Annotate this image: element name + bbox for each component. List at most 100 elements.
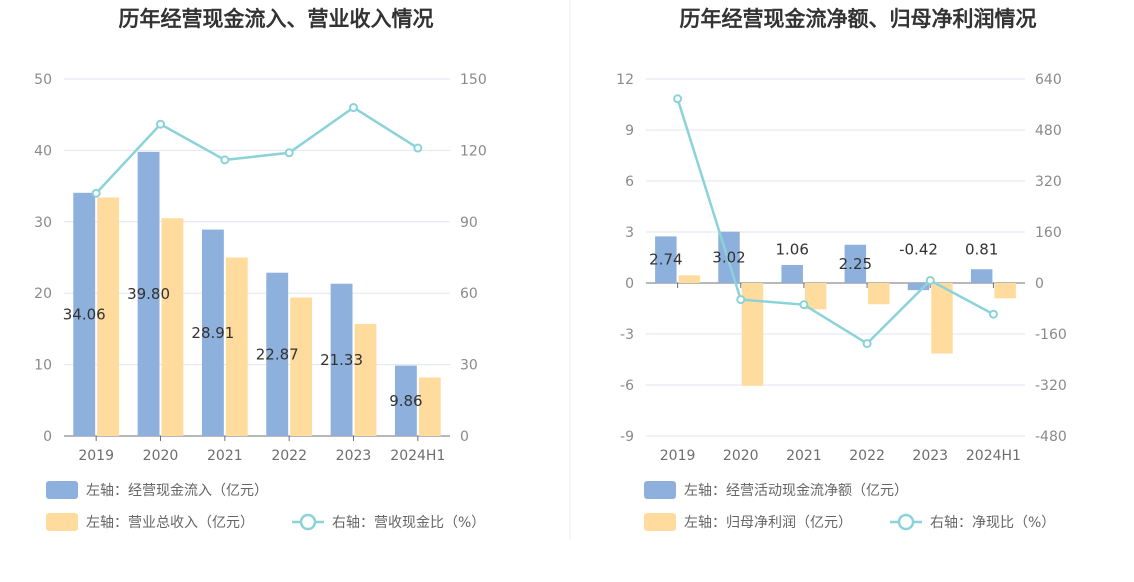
left-tick-label: -6 bbox=[620, 378, 634, 394]
bar-series2 bbox=[161, 218, 184, 436]
bar-series2 bbox=[804, 283, 827, 310]
bar-series2 bbox=[418, 377, 441, 436]
line-point bbox=[284, 148, 294, 158]
line-point bbox=[988, 309, 998, 319]
right-tick-label: 320 bbox=[1035, 174, 1062, 190]
left-tick-label: 10 bbox=[34, 358, 52, 374]
chart-title: 历年经营现金流入、营业收入情况 bbox=[119, 7, 434, 31]
x-tick-label: 2022 bbox=[849, 448, 885, 464]
left-tick-label: -3 bbox=[620, 327, 634, 343]
x-tick-label: 2023 bbox=[912, 448, 948, 464]
left-tick-label: 30 bbox=[34, 215, 52, 231]
line-point bbox=[736, 295, 746, 305]
right-tick-label: 0 bbox=[460, 429, 469, 445]
bar-series1 bbox=[394, 365, 417, 436]
left-tick-label: 20 bbox=[34, 286, 52, 302]
chart-panel-2: 历年经营现金流净额、归母净利润情况 -9 -6 -3 0 3 6 9 12 -480 -320 -16… bbox=[616, 7, 1067, 531]
line-point bbox=[862, 339, 872, 349]
bar-series2 bbox=[868, 283, 890, 305]
data-label: 0.81 bbox=[965, 241, 998, 259]
left-tick-label: 9 bbox=[625, 123, 634, 139]
right-tick-label: 640 bbox=[1035, 72, 1062, 88]
left-tick-label: 6 bbox=[625, 174, 634, 190]
bar-series1 bbox=[970, 269, 993, 283]
legend-swatch bbox=[644, 513, 676, 531]
left-tick-label: -9 bbox=[620, 429, 634, 445]
right-tick-label: 0 bbox=[1035, 276, 1044, 292]
x-tick-label: 2021 bbox=[786, 448, 822, 464]
bar-series2 bbox=[994, 283, 1016, 299]
right-tick-label: 150 bbox=[460, 72, 487, 88]
x-tick-label: 2024H1 bbox=[390, 448, 445, 464]
line-point bbox=[91, 188, 101, 198]
data-label: 39.80 bbox=[127, 285, 170, 303]
data-label: 2.74 bbox=[649, 251, 682, 269]
data-label: 22.87 bbox=[256, 345, 299, 363]
right-tick-label: 160 bbox=[1035, 225, 1062, 241]
x-tick-label: 2022 bbox=[271, 448, 307, 464]
legend-label: 左轴：经营活动现金流净额（亿元） bbox=[684, 483, 908, 499]
line-point bbox=[413, 143, 423, 153]
series-line bbox=[95, 106, 419, 195]
bar-series1 bbox=[137, 151, 160, 436]
left-tick-label: 50 bbox=[34, 72, 52, 88]
bar-series2 bbox=[678, 275, 701, 283]
bar-series1 bbox=[781, 264, 803, 283]
x-tick-label: 2023 bbox=[336, 448, 372, 464]
legend-swatch bbox=[46, 513, 78, 531]
bar-series2 bbox=[225, 257, 248, 436]
bar-series2 bbox=[290, 297, 313, 436]
bar-series1 bbox=[655, 236, 677, 283]
bar-series1 bbox=[907, 283, 930, 291]
bar-series1 bbox=[330, 283, 353, 436]
bar-series2 bbox=[741, 283, 764, 386]
line-point bbox=[799, 300, 809, 310]
bar-series1 bbox=[844, 244, 867, 283]
chart-title: 历年经营现金流净额、归母净利润情况 bbox=[680, 7, 1037, 31]
x-tick-label: 2020 bbox=[723, 448, 759, 464]
legend-swatch bbox=[644, 481, 676, 499]
line-point bbox=[673, 94, 683, 104]
right-tick-label: 480 bbox=[1035, 123, 1062, 139]
legend-line-marker bbox=[299, 513, 317, 531]
data-label: 34.06 bbox=[63, 305, 106, 323]
legend-label: 左轴：归母净利润（亿元） bbox=[684, 514, 852, 531]
right-tick-label: -320 bbox=[1035, 378, 1067, 394]
right-tick-label: -480 bbox=[1035, 429, 1067, 445]
bar-series2 bbox=[97, 197, 120, 436]
x-tick-label: 2019 bbox=[78, 448, 114, 464]
left-tick-label: 3 bbox=[625, 225, 634, 241]
bar-series1 bbox=[73, 192, 96, 436]
legend-line-marker bbox=[897, 513, 915, 531]
bar-series2 bbox=[354, 323, 377, 436]
x-tick-label: 2021 bbox=[207, 448, 243, 464]
right-tick-label: 120 bbox=[460, 143, 487, 159]
x-tick-label: 2020 bbox=[143, 448, 179, 464]
data-label: 1.06 bbox=[775, 241, 808, 259]
line-point bbox=[220, 155, 230, 165]
left-tick-label: 0 bbox=[43, 429, 52, 445]
data-label: 9.86 bbox=[389, 392, 422, 410]
left-tick-label: 12 bbox=[616, 72, 634, 88]
line-point bbox=[925, 275, 935, 285]
right-tick-label: 60 bbox=[460, 286, 478, 302]
data-label: 21.33 bbox=[320, 351, 363, 369]
series-line bbox=[676, 98, 995, 346]
x-tick-label: 2019 bbox=[660, 448, 696, 464]
right-tick-label: -160 bbox=[1035, 327, 1067, 343]
data-label: 28.91 bbox=[191, 324, 234, 342]
legend-label: 左轴：经营现金流入（亿元） bbox=[86, 483, 268, 499]
data-label: 2.25 bbox=[839, 255, 872, 273]
data-label: -0.42 bbox=[899, 241, 938, 259]
bar-series1 bbox=[266, 272, 289, 436]
line-point bbox=[349, 103, 358, 113]
right-tick-label: 90 bbox=[460, 215, 478, 231]
data-label: 3.02 bbox=[712, 248, 745, 266]
right-tick-label: 30 bbox=[460, 358, 478, 374]
bar-series1 bbox=[201, 229, 224, 436]
chart-panel-1: 历年经营现金流入、营业收入情况 0 10 20 30 40 50 0 30 60 90 120 150 2… bbox=[34, 7, 487, 531]
bar-series2 bbox=[931, 283, 953, 354]
left-tick-label: 40 bbox=[34, 143, 52, 159]
line-point bbox=[156, 119, 165, 129]
